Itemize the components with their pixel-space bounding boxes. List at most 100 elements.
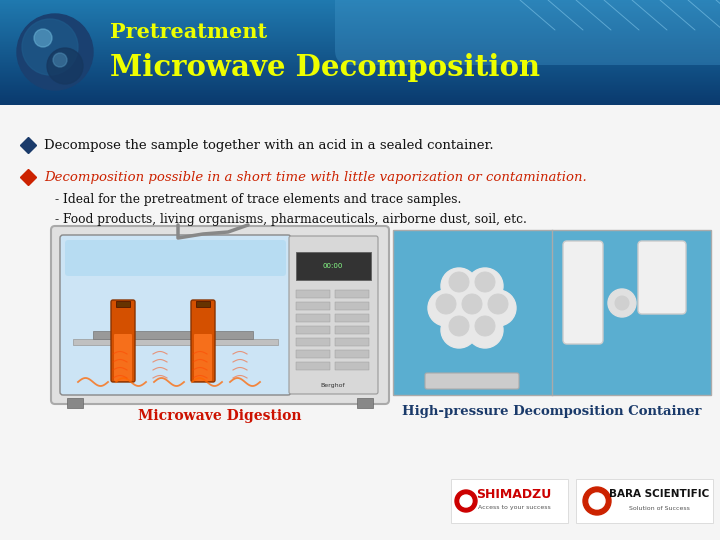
Bar	[0, 84, 720, 85]
FancyBboxPatch shape	[194, 334, 212, 381]
Bar	[0, 14, 720, 15]
Bar	[0, 57, 720, 59]
Text: Decomposition possible in a short time with little vaporization or contamination: Decomposition possible in a short time w…	[44, 171, 587, 184]
FancyBboxPatch shape	[296, 362, 330, 370]
Bar	[0, 52, 720, 54]
Bar	[0, 10, 720, 11]
Text: SHIMADZU: SHIMADZU	[477, 488, 552, 501]
Bar	[0, 104, 720, 105]
Bar	[0, 97, 720, 98]
Bar	[0, 100, 720, 102]
FancyBboxPatch shape	[296, 252, 371, 280]
Circle shape	[475, 272, 495, 292]
Bar	[0, 51, 720, 53]
Bar	[0, 94, 720, 96]
FancyBboxPatch shape	[335, 326, 369, 334]
Bar	[0, 44, 720, 46]
FancyBboxPatch shape	[289, 236, 378, 394]
Circle shape	[615, 296, 629, 310]
Circle shape	[475, 316, 495, 336]
Circle shape	[449, 272, 469, 292]
Bar	[0, 16, 720, 17]
Bar	[0, 96, 720, 97]
FancyBboxPatch shape	[191, 300, 215, 382]
Bar	[0, 24, 720, 25]
Bar	[0, 50, 720, 51]
Circle shape	[467, 312, 503, 348]
Circle shape	[436, 294, 456, 314]
Bar	[0, 10, 720, 12]
Text: Pretreatment: Pretreatment	[110, 22, 267, 42]
FancyBboxPatch shape	[296, 326, 330, 334]
Bar	[0, 5, 720, 7]
Bar	[0, 56, 720, 57]
Bar	[0, 38, 720, 40]
Bar	[0, 35, 720, 36]
Bar	[0, 64, 720, 66]
Bar	[0, 46, 720, 48]
Text: BARA SCIENTIFIC: BARA SCIENTIFIC	[609, 489, 709, 499]
Bar	[0, 48, 720, 49]
FancyBboxPatch shape	[335, 350, 369, 358]
Bar	[0, 89, 720, 90]
Circle shape	[583, 487, 611, 515]
Bar	[0, 82, 720, 83]
Bar	[0, 105, 720, 540]
Text: Solution of Success: Solution of Success	[629, 505, 690, 510]
Bar	[0, 66, 720, 68]
FancyBboxPatch shape	[60, 235, 291, 395]
Bar	[0, 37, 720, 39]
Bar	[0, 77, 720, 78]
Circle shape	[462, 294, 482, 314]
Bar	[0, 85, 720, 87]
Circle shape	[454, 290, 490, 326]
Bar	[0, 37, 720, 38]
Bar	[0, 8, 720, 9]
Bar	[0, 75, 720, 76]
Bar	[116, 301, 130, 307]
Bar	[0, 59, 720, 61]
Bar	[0, 62, 720, 63]
Bar	[0, 30, 720, 31]
Bar	[0, 6, 720, 8]
Bar	[0, 15, 720, 16]
Bar	[0, 57, 720, 58]
Bar	[0, 28, 720, 29]
Bar	[0, 92, 720, 94]
FancyBboxPatch shape	[576, 479, 713, 523]
FancyBboxPatch shape	[65, 240, 286, 276]
Bar	[0, 65, 720, 67]
Bar	[0, 71, 720, 72]
FancyBboxPatch shape	[51, 226, 389, 404]
Circle shape	[22, 19, 78, 75]
Text: - Food products, living organisms, pharmaceuticals, airborne dust, soil, etc.: - Food products, living organisms, pharm…	[55, 213, 527, 226]
Bar	[0, 44, 720, 45]
FancyBboxPatch shape	[335, 338, 369, 346]
Bar	[0, 93, 720, 95]
Bar	[0, 55, 720, 56]
FancyBboxPatch shape	[638, 241, 686, 314]
Bar	[67, 398, 83, 408]
Bar	[0, 63, 720, 64]
Bar	[0, 18, 720, 20]
FancyBboxPatch shape	[335, 362, 369, 370]
FancyBboxPatch shape	[335, 314, 369, 322]
Bar	[0, 0, 720, 1]
Bar	[0, 64, 720, 65]
Bar	[0, 3, 720, 5]
Bar	[0, 21, 720, 22]
Bar	[0, 80, 720, 82]
Bar	[357, 398, 373, 408]
Text: Decompose the sample together with an acid in a sealed container.: Decompose the sample together with an ac…	[44, 138, 494, 152]
Bar	[0, 36, 720, 37]
Bar	[0, 1, 720, 2]
Bar	[0, 70, 720, 71]
Bar	[0, 49, 720, 50]
Circle shape	[428, 290, 464, 326]
Bar	[0, 31, 720, 33]
Bar	[0, 68, 720, 69]
Circle shape	[480, 290, 516, 326]
Bar	[73, 339, 278, 345]
Bar	[0, 17, 720, 19]
Text: - Ideal for the pretreatment of trace elements and trace samples.: - Ideal for the pretreatment of trace el…	[55, 193, 462, 206]
